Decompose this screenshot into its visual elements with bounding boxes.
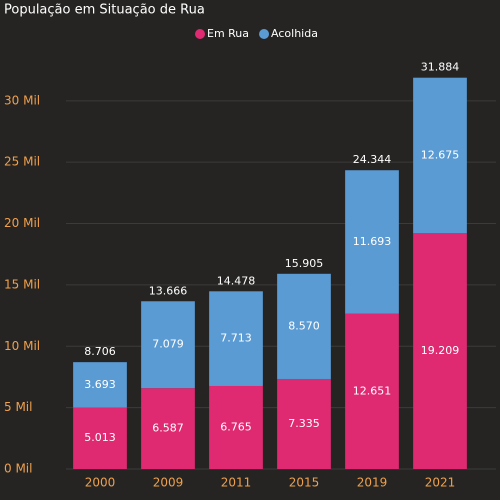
bar-segment (345, 313, 399, 469)
y-tick-label: 0 Mil (4, 462, 32, 476)
x-tick-label: 2021 (425, 476, 456, 490)
data-label: 6.587 (152, 422, 184, 435)
x-tick-label: 2015 (289, 476, 320, 490)
y-tick-label: 25 Mil (4, 155, 40, 169)
bar-segment (209, 385, 263, 469)
y-tick-label: 15 Mil (4, 277, 40, 291)
bar-segment (73, 407, 127, 469)
bar-segment (277, 378, 331, 469)
data-label: 3.693 (84, 378, 116, 391)
legend-label: Acolhida (271, 27, 318, 40)
total-label: 13.666 (149, 284, 188, 297)
bar-segment (141, 301, 195, 389)
total-label: 15.905 (285, 257, 324, 270)
legend-marker (259, 29, 270, 39)
data-label: 7.335 (288, 417, 320, 430)
x-tick-label: 2019 (357, 476, 388, 490)
y-tick-label: 10 Mil (4, 339, 40, 353)
data-label: 6.765 (220, 420, 252, 433)
y-tick-label: 20 Mil (4, 216, 40, 230)
data-label: 7.079 (152, 338, 184, 351)
chart-title: População em Situação de Rua (4, 3, 205, 18)
data-label: 5.013 (84, 431, 116, 444)
data-label: 19.209 (421, 344, 460, 357)
data-label: 7.713 (220, 332, 252, 345)
data-label: 11.693 (353, 235, 392, 248)
y-tick-label: 30 Mil (4, 93, 40, 107)
data-label: 12.651 (353, 384, 392, 397)
x-tick-label: 2011 (221, 476, 252, 490)
legend-marker (195, 29, 205, 39)
data-label: 8.570 (288, 319, 320, 332)
bar-segment (345, 170, 399, 314)
bar-segment (277, 273, 331, 379)
bar-segment (73, 362, 127, 408)
total-label: 14.478 (217, 274, 256, 287)
bar-segment (141, 388, 195, 469)
total-label: 8.706 (84, 345, 116, 358)
legend-label: Em Rua (207, 27, 249, 40)
bar-segment (413, 77, 467, 234)
data-label: 12.675 (421, 148, 460, 161)
total-label: 31.884 (421, 61, 460, 74)
total-label: 24.344 (353, 153, 392, 166)
x-tick-label: 2000 (85, 476, 116, 490)
bar-segment (209, 291, 263, 386)
y-tick-label: 5 Mil (4, 400, 32, 414)
x-tick-label: 2009 (153, 476, 184, 490)
bar-segment (413, 233, 467, 469)
